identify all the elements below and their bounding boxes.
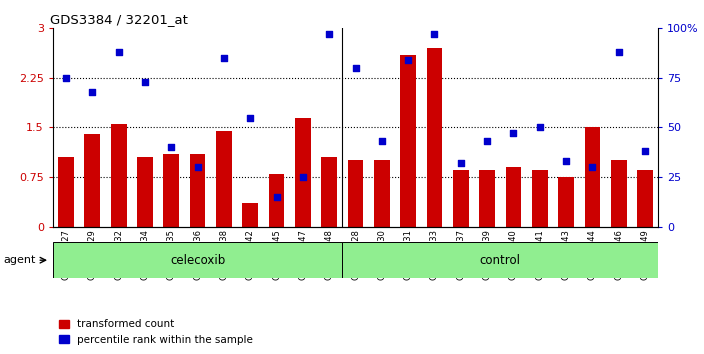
Point (192, 164, 203, 170)
Bar (637, 170, 653, 227)
Bar (611, 160, 627, 227)
Point (587, 164, 598, 170)
Bar (321, 157, 337, 227)
Bar (216, 131, 232, 227)
Point (165, 144, 177, 150)
Point (350, 65, 361, 71)
Point (376, 138, 387, 144)
Bar (84, 134, 100, 227)
Text: control: control (480, 254, 521, 267)
Legend: transformed count, percentile rank within the sample: transformed count, percentile rank withi… (54, 315, 258, 349)
Point (324, 32, 335, 37)
Bar (401, 55, 416, 227)
Bar (453, 170, 469, 227)
Bar (374, 160, 390, 227)
Bar (269, 174, 284, 227)
Bar (163, 154, 179, 227)
Text: celecoxib: celecoxib (170, 254, 225, 267)
Bar (137, 157, 153, 227)
Point (429, 32, 440, 37)
Point (271, 194, 282, 200)
Point (455, 160, 467, 166)
Point (113, 49, 124, 55)
Bar (558, 177, 574, 227)
Bar (242, 204, 258, 227)
Bar (53, 242, 342, 278)
Point (534, 125, 546, 130)
Bar (58, 157, 74, 227)
Point (297, 174, 308, 180)
Point (613, 49, 624, 55)
Point (87, 89, 98, 95)
Point (639, 148, 650, 154)
Point (403, 57, 414, 63)
Text: GDS3384 / 32201_at: GDS3384 / 32201_at (50, 13, 188, 26)
Bar (532, 170, 548, 227)
Bar (348, 160, 363, 227)
Bar (505, 167, 522, 227)
Bar (479, 170, 495, 227)
Bar (295, 118, 310, 227)
Point (218, 55, 230, 61)
Bar (427, 48, 442, 227)
Bar (342, 242, 658, 278)
Point (244, 115, 256, 120)
Point (61, 75, 72, 81)
Point (560, 158, 572, 164)
Point (139, 79, 151, 85)
Bar (189, 154, 206, 227)
Point (482, 138, 493, 144)
Bar (111, 124, 127, 227)
Text: agent: agent (4, 255, 36, 265)
Bar (584, 127, 601, 227)
Point (508, 131, 519, 136)
